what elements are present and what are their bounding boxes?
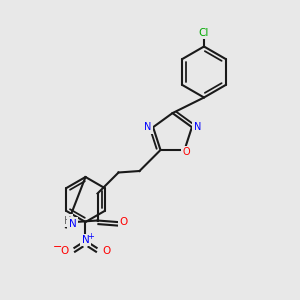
Text: N: N [69,219,76,229]
Text: N: N [194,122,201,132]
Text: −: − [53,242,62,252]
Text: Cl: Cl [199,28,209,38]
Text: +: + [88,232,94,241]
Text: N: N [82,235,89,245]
Text: O: O [60,246,69,256]
Text: N: N [144,122,152,132]
Text: O: O [182,147,190,158]
Text: O: O [119,217,128,227]
Text: H: H [64,216,71,226]
Text: O: O [102,246,111,256]
